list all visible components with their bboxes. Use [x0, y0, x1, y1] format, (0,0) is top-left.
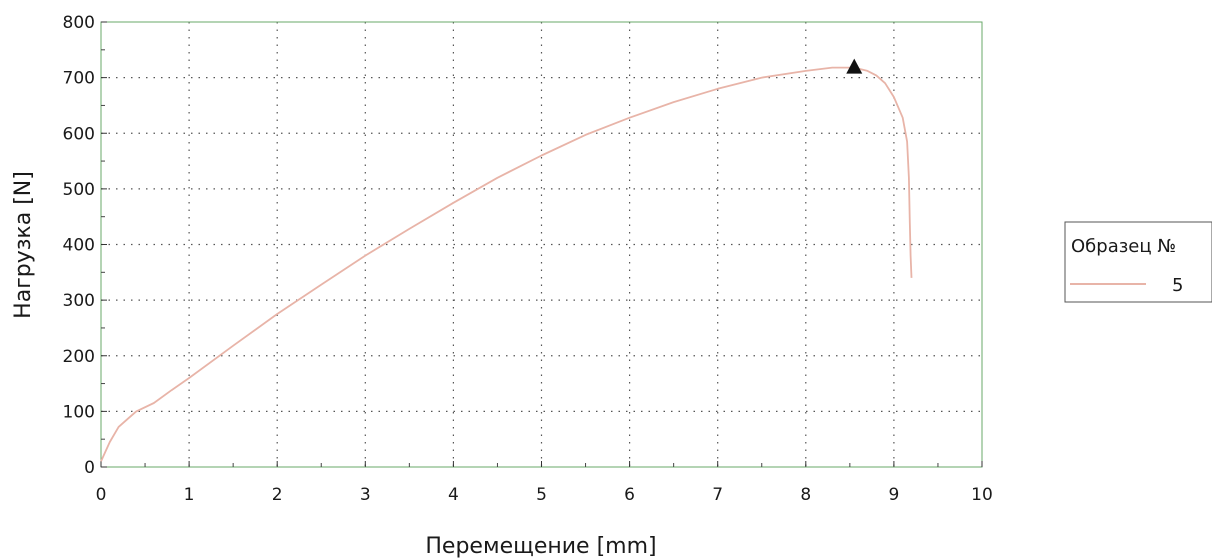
x-tick-label: 9	[888, 485, 899, 505]
y-tick-label: 800	[63, 13, 95, 33]
legend-title: Образец №	[1071, 236, 1176, 257]
x-tick-label: 4	[448, 485, 459, 505]
y-tick-label: 600	[63, 124, 95, 144]
y-tick-label: 200	[63, 347, 95, 367]
x-tick-label: 10	[971, 485, 993, 505]
legend-entry-label: 5	[1172, 275, 1183, 296]
plot-frame	[100, 21, 983, 468]
x-tick-label: 3	[360, 485, 371, 505]
x-tick-label: 2	[272, 485, 283, 505]
x-tick-label: 0	[96, 485, 107, 505]
x-axis-title: Перемещение [mm]	[425, 534, 656, 559]
x-tick-label: 6	[624, 485, 635, 505]
series-line-5	[100, 66, 913, 462]
axis-ticks	[100, 21, 983, 468]
x-tick-label: 1	[184, 485, 195, 505]
peak-marker	[846, 58, 863, 74]
series-layer	[100, 58, 913, 462]
legend-box	[1064, 221, 1212, 303]
y-tick-label: 400	[63, 236, 95, 256]
x-tick-label: 7	[712, 485, 723, 505]
x-tick-label: 8	[800, 485, 811, 505]
x-tick-label: 5	[536, 485, 547, 505]
legend: Образец № 5	[1064, 221, 1212, 303]
x-tick-labels: 0 1 2 3 4 5 6 7 8 9 10	[96, 485, 993, 505]
y-tick-label: 0	[84, 458, 95, 478]
y-tick-label: 700	[63, 69, 95, 89]
y-tick-label: 100	[63, 402, 95, 422]
y-axis-title: Нагрузка [N]	[11, 171, 36, 319]
grid	[101, 22, 982, 467]
y-tick-label: 500	[63, 180, 95, 200]
y-tick-label: 300	[63, 291, 95, 311]
y-tick-labels: 0 100 200 300 400 500 600 700 800	[63, 13, 95, 478]
